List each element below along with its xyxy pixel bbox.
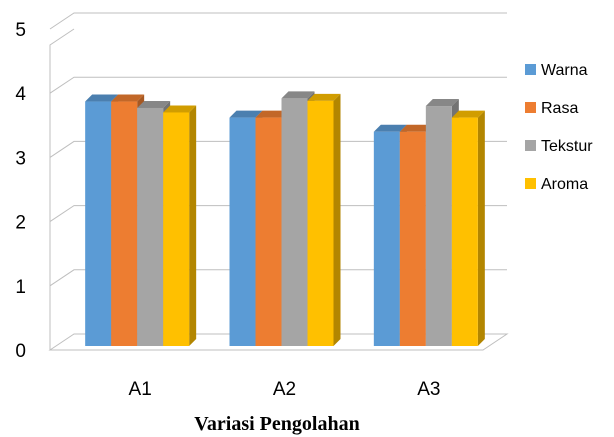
bar-front — [137, 107, 164, 346]
legend-item-rasa: Rasa — [525, 100, 578, 117]
bar-front — [399, 131, 426, 346]
floor — [48, 333, 509, 351]
legend-label: Aroma — [541, 176, 588, 193]
bar-front — [425, 106, 452, 346]
bar-front — [281, 98, 308, 346]
gridline — [49, 140, 507, 158]
legend-swatch — [525, 102, 536, 113]
bar-aroma-a2 — [307, 93, 341, 347]
bar-front — [85, 101, 112, 347]
legend-label: Rasa — [541, 100, 578, 117]
gridline — [49, 76, 507, 94]
bar-top — [373, 124, 407, 132]
bar-top — [163, 105, 197, 113]
bar-top — [281, 91, 315, 99]
bar-aroma-a3 — [451, 110, 485, 346]
legend-item-warna: Warna — [525, 62, 588, 79]
bar-top — [137, 100, 171, 108]
bar-top — [111, 94, 145, 102]
legend-label: Warna — [541, 62, 588, 79]
y-tick-label: 3 — [15, 148, 26, 169]
bar-front — [307, 100, 334, 347]
left-wall — [49, 28, 75, 350]
legend-item-aroma: Aroma — [525, 176, 588, 193]
bar-top — [85, 94, 119, 102]
y-tick-label: 0 — [15, 341, 26, 362]
legend: Warna Rasa Tekstur Aroma — [525, 62, 593, 193]
bar-aroma-a1 — [163, 105, 197, 347]
bar-side — [333, 93, 341, 347]
bar-front — [373, 131, 400, 346]
x-tick-label: A1 — [129, 379, 152, 400]
bar-top — [229, 110, 263, 118]
x-axis-title: Variasi Pengolahan — [194, 413, 359, 435]
x-tick-label: A2 — [273, 379, 296, 400]
bar-top — [307, 93, 341, 101]
bar-front — [163, 112, 190, 347]
gridline — [49, 12, 507, 30]
bar-side — [189, 105, 197, 347]
bar-side — [477, 110, 485, 346]
legend-swatch — [525, 178, 536, 189]
gridline — [49, 205, 507, 223]
legend-swatch — [525, 64, 536, 75]
y-tick-label: 4 — [15, 84, 26, 105]
bar-top — [425, 99, 459, 107]
bar-front — [451, 117, 478, 346]
bar-front — [229, 117, 256, 346]
bar-front — [255, 117, 282, 346]
bar-front — [111, 101, 138, 347]
y-tick-label: 1 — [15, 277, 26, 298]
legend-item-tekstur: Tekstur — [525, 138, 593, 155]
gridlines — [49, 12, 507, 287]
x-axis-ticks: A1 A2 A3 — [129, 379, 441, 400]
bar-top — [255, 110, 289, 118]
x-tick-label: A3 — [417, 379, 440, 400]
bar-top — [399, 124, 433, 132]
legend-label: Tekstur — [541, 138, 593, 155]
legend-swatch — [525, 140, 536, 151]
chart-walls — [48, 28, 509, 351]
bar-top — [451, 110, 485, 118]
gridline — [49, 269, 507, 287]
y-tick-label: 2 — [15, 213, 26, 234]
y-tick-label: 5 — [15, 20, 26, 41]
bars — [85, 91, 485, 347]
y-axis-ticks: 0 1 2 3 4 5 — [15, 20, 26, 362]
